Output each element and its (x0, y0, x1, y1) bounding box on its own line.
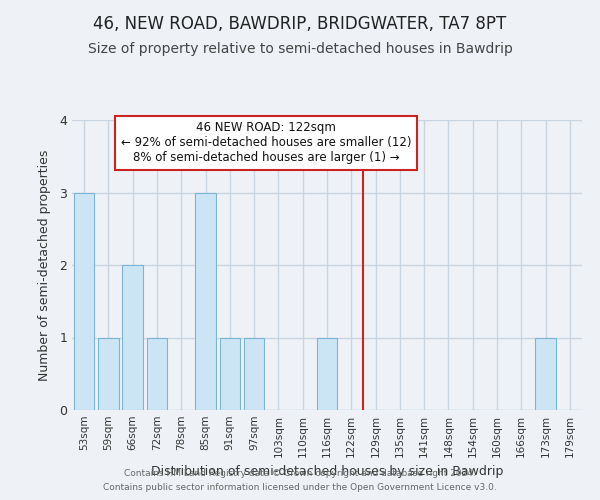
Text: Contains public sector information licensed under the Open Government Licence v3: Contains public sector information licen… (103, 484, 497, 492)
Bar (244, 338, 265, 410)
Text: Size of property relative to semi-detached houses in Bawdrip: Size of property relative to semi-detach… (88, 42, 512, 56)
Text: 46, NEW ROAD, BAWDRIP, BRIDGWATER, TA7 8PT: 46, NEW ROAD, BAWDRIP, BRIDGWATER, TA7 8… (94, 15, 506, 33)
Y-axis label: Number of semi-detached properties: Number of semi-detached properties (38, 150, 51, 380)
Bar (195, 192, 216, 410)
Text: 46 NEW ROAD: 122sqm
← 92% of semi-detached houses are smaller (12)
8% of semi-de: 46 NEW ROAD: 122sqm ← 92% of semi-detach… (121, 122, 412, 164)
Bar (220, 338, 240, 410)
Bar (535, 338, 556, 410)
Bar (122, 265, 143, 410)
Bar (74, 192, 94, 410)
Bar (146, 338, 167, 410)
Text: Contains HM Land Registry data © Crown copyright and database right 2024.: Contains HM Land Registry data © Crown c… (124, 468, 476, 477)
Bar (317, 338, 337, 410)
Bar (98, 338, 119, 410)
X-axis label: Distribution of semi-detached houses by size in Bawdrip: Distribution of semi-detached houses by … (151, 466, 503, 478)
